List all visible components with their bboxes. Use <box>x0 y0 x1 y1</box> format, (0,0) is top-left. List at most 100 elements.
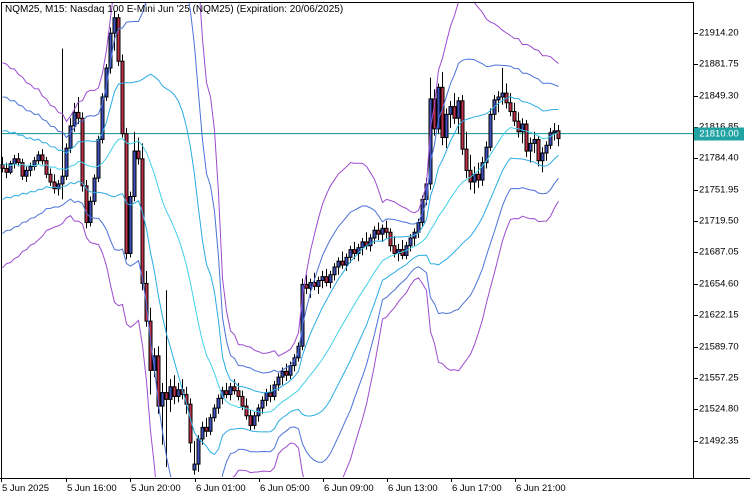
candle-body <box>368 237 373 247</box>
time-axis-label: 6 Jun 13:00 <box>388 483 438 494</box>
candle-body <box>552 130 557 134</box>
candle-body <box>104 67 109 98</box>
candle-body <box>236 390 241 397</box>
candle-body <box>132 150 137 197</box>
price-axis-label: 21524.80 <box>699 403 739 415</box>
candle-body <box>224 390 229 396</box>
candle-body <box>20 162 25 177</box>
candle-body <box>264 392 269 401</box>
candle-body <box>456 100 461 119</box>
candle-body <box>392 245 397 254</box>
price-axis-label: 21849.30 <box>699 90 739 102</box>
candle-body <box>212 407 217 419</box>
price-axis-label: 21622.15 <box>699 309 739 321</box>
candle-body <box>344 256 349 266</box>
candle-body <box>260 399 265 409</box>
candle-body <box>92 177 97 202</box>
candle-body <box>548 132 553 146</box>
candle-body <box>248 415 253 426</box>
candle-body <box>436 86 441 130</box>
candle-body <box>300 283 305 347</box>
price-axis-label: 21751.95 <box>699 184 739 196</box>
price-axis-label: 21881.75 <box>699 58 739 70</box>
candle-body <box>160 392 165 407</box>
candle-body <box>408 237 413 247</box>
candle-body <box>288 365 293 376</box>
candle-body <box>516 120 521 133</box>
candle-body <box>40 154 45 162</box>
candle-body <box>172 386 177 397</box>
candle-body <box>80 117 85 187</box>
candle-body <box>324 276 329 283</box>
candle-body <box>164 392 169 400</box>
bands-layer <box>2 3 559 477</box>
candle-body <box>508 102 513 112</box>
candle-body <box>336 260 341 268</box>
candles-layer <box>0 10 561 475</box>
candle-body <box>476 173 481 181</box>
candle-body <box>488 113 493 148</box>
candle-body <box>4 167 9 173</box>
candle-body <box>340 260 345 266</box>
price-axis-label: 21589.70 <box>699 341 739 353</box>
candle-body <box>28 166 33 171</box>
candle-body <box>244 405 249 417</box>
candle-body <box>72 111 77 127</box>
candle-body <box>64 147 69 177</box>
candle-body <box>52 181 57 190</box>
candle-body <box>196 438 201 465</box>
candle-body <box>332 266 337 276</box>
candle-body <box>200 426 205 440</box>
candle-body <box>12 158 17 165</box>
time-axis-label: 6 Jun 09:00 <box>324 483 374 494</box>
time-axis-label: 5 Jun 16:00 <box>67 483 117 494</box>
candle-body <box>428 98 433 185</box>
band-lower-3 <box>2 200 559 477</box>
candle-body <box>240 395 245 407</box>
candle-body <box>532 138 537 144</box>
band-lower-1 <box>2 154 559 456</box>
time-axis-label: 6 Jun 05:00 <box>260 483 310 494</box>
candle-body <box>268 392 273 397</box>
candle-body <box>116 17 121 62</box>
candle-body <box>304 283 309 289</box>
price-axis-label: 21492.35 <box>699 435 739 447</box>
price-axis-label: 21719.50 <box>699 215 739 227</box>
candle-body <box>176 389 181 397</box>
candle-body <box>348 249 353 258</box>
candle-body <box>384 227 389 233</box>
chart-frame <box>0 2 750 479</box>
candle-body <box>24 169 29 177</box>
time-axis-label: 6 Jun 17:00 <box>452 483 502 494</box>
candle-body <box>228 386 233 396</box>
price-axis-label: 21816.85 <box>699 122 739 133</box>
candle-body <box>444 113 449 139</box>
candle-body <box>544 144 549 154</box>
candle-body <box>556 130 561 140</box>
candle-body <box>536 138 541 162</box>
candle-body <box>128 195 133 254</box>
candle-body <box>464 148 469 171</box>
candle-body <box>148 320 153 371</box>
candle-body <box>76 111 81 119</box>
candle-body <box>220 390 225 399</box>
candle-body <box>524 123 529 152</box>
candle-body <box>84 185 89 224</box>
candle-body <box>204 426 209 432</box>
candle-body <box>376 229 381 235</box>
candle-body <box>112 17 117 34</box>
candle-body <box>528 142 533 152</box>
candle-body <box>496 96 501 101</box>
band-upper-1 <box>2 73 559 394</box>
time-axis-label: 6 Jun 21:00 <box>516 483 566 494</box>
candle-body <box>192 463 197 471</box>
candle-body <box>276 376 281 386</box>
candle-body <box>480 162 485 181</box>
candle-body <box>284 370 289 376</box>
candle-body <box>120 60 125 135</box>
candle-body <box>44 160 49 175</box>
candle-body <box>452 106 457 119</box>
candle-body <box>308 281 313 289</box>
